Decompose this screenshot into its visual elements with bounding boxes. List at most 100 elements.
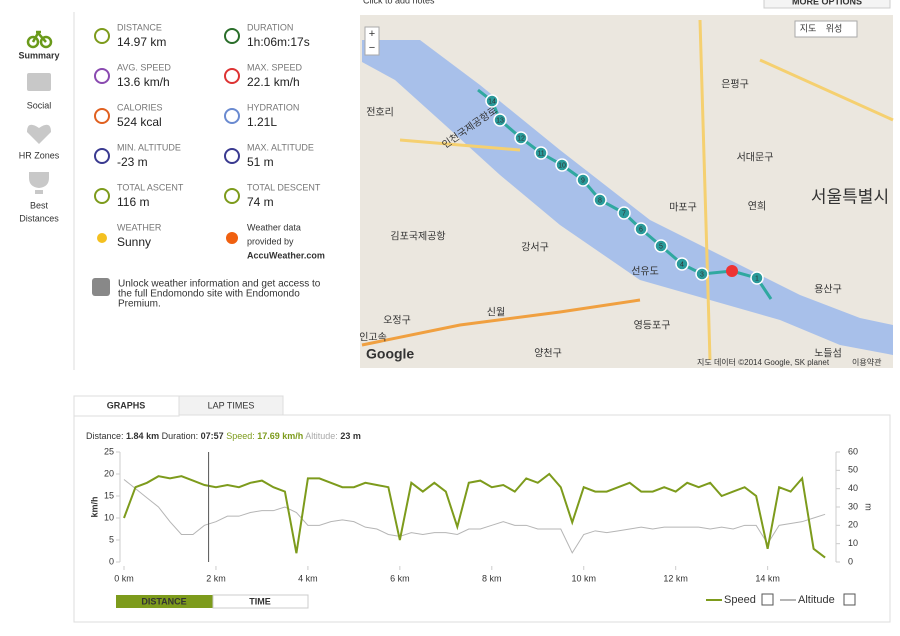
map-label: 연희: [748, 201, 766, 213]
map-type: 지도: [800, 23, 817, 33]
promo-text: the full Endomondo site with Endomondo: [118, 289, 300, 300]
stat-value: 22.1 km/h: [247, 75, 300, 89]
stat-icon: [224, 108, 240, 124]
promo-text: Premium.: [118, 299, 161, 310]
stat-label: TOTAL ASCENT: [117, 182, 184, 192]
lap-marker: [634, 222, 648, 236]
map-terms: 이용약관: [852, 357, 882, 367]
y2-tick-label: 50: [848, 465, 858, 475]
map-label: 인고속: [359, 332, 387, 344]
map-type: 위성: [826, 23, 843, 33]
stat-icon: [94, 148, 110, 164]
summary-icon: [26, 30, 53, 49]
lap-number: 12: [517, 135, 525, 142]
y2-tick-label: 60: [848, 446, 858, 456]
readout-part: Speed:: [226, 431, 255, 441]
stat-icon: [224, 148, 240, 164]
map-label: 전호리: [366, 107, 394, 119]
stat-label: HYDRATION: [247, 102, 299, 112]
provider-text: provided by: [247, 236, 294, 246]
options: MORE OPTIONS: [792, 0, 862, 6]
toggle[interactable]: [212, 594, 309, 609]
stat-value: 524 kcal: [117, 115, 162, 129]
stat-value: 13.6 km/h: [117, 75, 170, 89]
legend-checkbox[interactable]: [761, 593, 774, 606]
legend-checkbox[interactable]: [843, 593, 856, 606]
map-label: 강서구: [521, 242, 549, 254]
stat-label: DISTANCE: [117, 22, 162, 32]
trophy-icon[interactable]: [29, 172, 49, 194]
zoom-control[interactable]: [364, 26, 380, 56]
stat-value: 74 m: [247, 195, 274, 209]
map-type-buttons[interactable]: [794, 20, 858, 38]
stat-value: 51 m: [247, 155, 274, 169]
provider-icon: [226, 232, 238, 244]
stat-value: 116 m: [117, 195, 149, 209]
stat-icon: [94, 188, 110, 204]
stat-label: CALORIES: [117, 102, 163, 112]
hr-icon[interactable]: [27, 124, 51, 144]
lap-number: 1: [755, 275, 759, 282]
stat-icon: [94, 28, 110, 44]
stat-label: DURATION: [247, 22, 293, 32]
series-line: [123, 479, 826, 554]
stat-value: 1.21L: [247, 115, 277, 129]
lap-number: 3: [700, 271, 704, 278]
readout-part: Duration:: [162, 431, 199, 441]
lap-marker: [485, 94, 499, 108]
zoom: +: [369, 28, 375, 40]
legend-label: Speed: [724, 594, 756, 606]
map-label: 마포구: [669, 202, 697, 214]
graph-panel: [73, 414, 891, 623]
lap-marker: [675, 257, 689, 271]
lap-marker: [750, 271, 764, 285]
tab-label: GRAPHS: [107, 400, 146, 410]
stat-icon: [224, 68, 240, 84]
stat-value: 14.97 km: [117, 35, 166, 49]
lap-number: 8: [598, 197, 602, 204]
readout-part: Distance:: [86, 431, 124, 441]
stat-label: WEATHER: [117, 222, 162, 232]
map-label: 서울특별시: [811, 187, 889, 206]
stat-label: MIN. ALTITUDE: [117, 142, 181, 152]
sidebar-item: Best: [30, 200, 49, 210]
map-label: 오정구: [383, 315, 411, 327]
readout-part: Altitude:: [305, 431, 338, 441]
sidebar-item: Summary: [18, 50, 59, 60]
lap-number: 5: [659, 243, 663, 250]
y2-axis-label: m: [864, 503, 874, 511]
stat-label: MAX. ALTITUDE: [247, 142, 314, 152]
series-line: [123, 472, 826, 559]
provider-text: AccuWeather.com: [247, 250, 325, 260]
x-tick-label: 10 km: [571, 573, 596, 583]
lap-number: 7: [622, 210, 626, 217]
map-label: 김포국제공항: [390, 231, 445, 243]
lap-marker: [493, 113, 507, 127]
lap-number: 14: [488, 98, 496, 105]
map-label: 신월: [487, 307, 505, 319]
stat-icon: [224, 188, 240, 204]
map-label: 은평구: [721, 79, 749, 91]
tab-active[interactable]: [73, 395, 180, 417]
weather-icon: [97, 233, 107, 243]
stat-value: 1h:06m:17s: [247, 35, 310, 49]
y2-tick-label: 0: [848, 556, 853, 566]
notes-link: Click to add notes: [363, 0, 435, 5]
map-logo: Google: [366, 346, 414, 362]
social-icon[interactable]: [27, 73, 51, 91]
readout-part: 23 m: [340, 431, 361, 441]
tab-label: LAP TIMES: [208, 400, 255, 410]
stat-label: MAX. SPEED: [247, 62, 303, 72]
lap-marker: [534, 146, 548, 160]
x-tick-label: 12 km: [663, 573, 688, 583]
lap-marker: [555, 158, 569, 172]
toggle-active[interactable]: [116, 595, 213, 608]
x-tick-label: 14 km: [755, 573, 780, 583]
stat-icon: [94, 108, 110, 124]
stat-icon: [94, 68, 110, 84]
x-tick-label: 6 km: [390, 573, 410, 583]
promo-icon: [92, 278, 110, 296]
options-button[interactable]: [763, 0, 891, 9]
sidebar-item: Social: [27, 100, 52, 110]
